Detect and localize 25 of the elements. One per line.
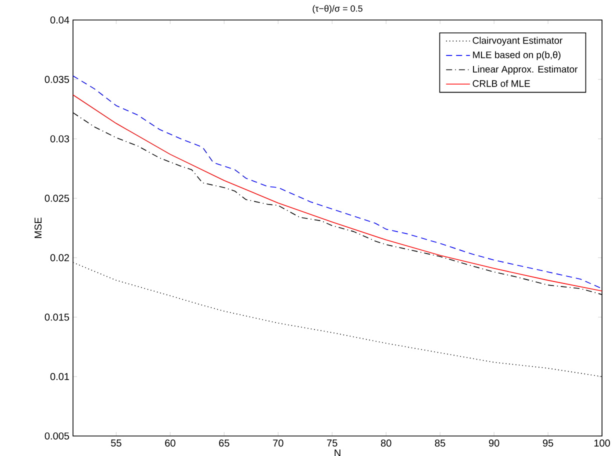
legend-label: Clairvoyant Estimator: [472, 36, 562, 46]
x-tick-label: 95: [542, 440, 554, 447]
y-tick-label: 0.03: [50, 135, 70, 142]
legend-label: CRLB of MLE: [472, 80, 530, 87]
x-tick-label: 90: [488, 440, 500, 447]
x-tick-label: 60: [165, 440, 176, 447]
y-tick-label: 0.01: [50, 373, 69, 380]
x-tick-label: 65: [219, 440, 230, 447]
y-axis-title: MSE: [34, 218, 42, 238]
legend-label: Linear Approx. Estimator: [473, 66, 578, 74]
x-tick-label: 80: [380, 440, 392, 447]
x-tick-label: 100: [594, 440, 610, 447]
y-tick-label: 0.035: [44, 76, 70, 83]
legend-label: MLE based on p(b,θ): [473, 51, 560, 60]
x-tick-label: 75: [327, 440, 338, 446]
y-tick-label: 0.015: [44, 314, 70, 321]
x-tick-label: 85: [434, 440, 446, 447]
y-tick-label: 0.04: [50, 16, 70, 24]
x-axis-title: N: [334, 449, 340, 456]
y-tick-label: 0.02: [50, 254, 69, 262]
x-tick-label: 55: [111, 440, 122, 446]
y-tick-label: 0.005: [44, 432, 70, 440]
x-tick-label: 70: [273, 440, 284, 447]
chart-title: (τ−θ)/σ = 0.5: [312, 5, 362, 14]
y-tick-label: 0.025: [44, 194, 70, 202]
